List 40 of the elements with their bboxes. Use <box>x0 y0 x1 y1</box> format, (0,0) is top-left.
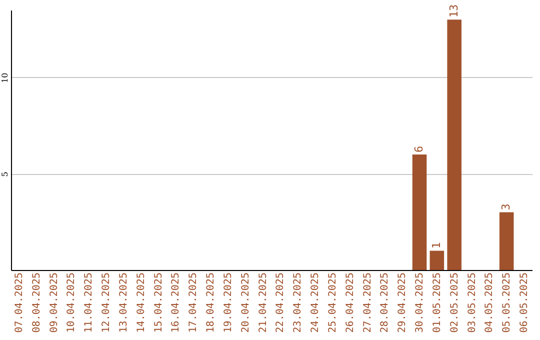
x-tick-label: 27.04.2025 <box>362 272 374 333</box>
x-tick-label: 01.05.2025 <box>432 272 443 333</box>
x-tick-label: 06.05.2025 <box>518 272 530 333</box>
y-tick-label: 5 <box>0 172 10 177</box>
data-label: 13 <box>447 4 460 18</box>
data-label: 1 <box>430 242 443 249</box>
data-label: 3 <box>500 204 513 210</box>
x-tick-label: 21.04.2025 <box>258 272 269 333</box>
bar <box>412 154 427 270</box>
x-tick-label: 19.04.2025 <box>222 272 234 333</box>
x-tick-label: 18.04.2025 <box>206 272 217 333</box>
x-tick-label: 14.04.2025 <box>136 272 147 333</box>
y-tick-label: 10 <box>0 72 10 83</box>
x-tick-label: 11.04.2025 <box>84 272 95 333</box>
x-tick-label: 12.04.2025 <box>101 272 112 333</box>
x-tick-label: 04.05.2025 <box>484 272 496 333</box>
x-tick-label: 08.04.2025 <box>31 272 42 333</box>
x-tick-label: 17.04.2025 <box>188 272 200 333</box>
x-tick-label: 10.04.2025 <box>66 272 78 333</box>
x-tick-label: 05.05.2025 <box>502 272 513 333</box>
x-tick-label: 28.04.2025 <box>380 272 391 333</box>
bar <box>430 250 444 270</box>
bar <box>499 212 514 270</box>
x-tick-label: 30.04.2025 <box>414 272 426 333</box>
x-tick-label: 26.04.2025 <box>344 272 356 333</box>
data-label: 6 <box>412 146 426 152</box>
x-tick-label: 16.04.2025 <box>170 272 182 333</box>
x-tick-label: 03.05.2025 <box>466 272 478 333</box>
x-tick-label: 20.04.2025 <box>240 272 252 333</box>
x-tick-label: 13.04.2025 <box>118 272 130 333</box>
x-tick-label: 29.04.2025 <box>397 272 408 333</box>
x-tick-label: 25.04.2025 <box>327 272 338 333</box>
x-tick-label: 09.04.2025 <box>48 272 60 333</box>
x-tick-label: 22.04.2025 <box>275 272 286 333</box>
x-tick-label: 15.04.2025 <box>153 272 164 333</box>
bar <box>447 20 462 270</box>
x-tick-label: 24.04.2025 <box>310 272 322 333</box>
x-tick-label: 07.04.2025 <box>14 272 26 333</box>
x-tick-label: 02.05.2025 <box>449 272 460 333</box>
x-tick-label: 23.04.2025 <box>292 272 304 333</box>
